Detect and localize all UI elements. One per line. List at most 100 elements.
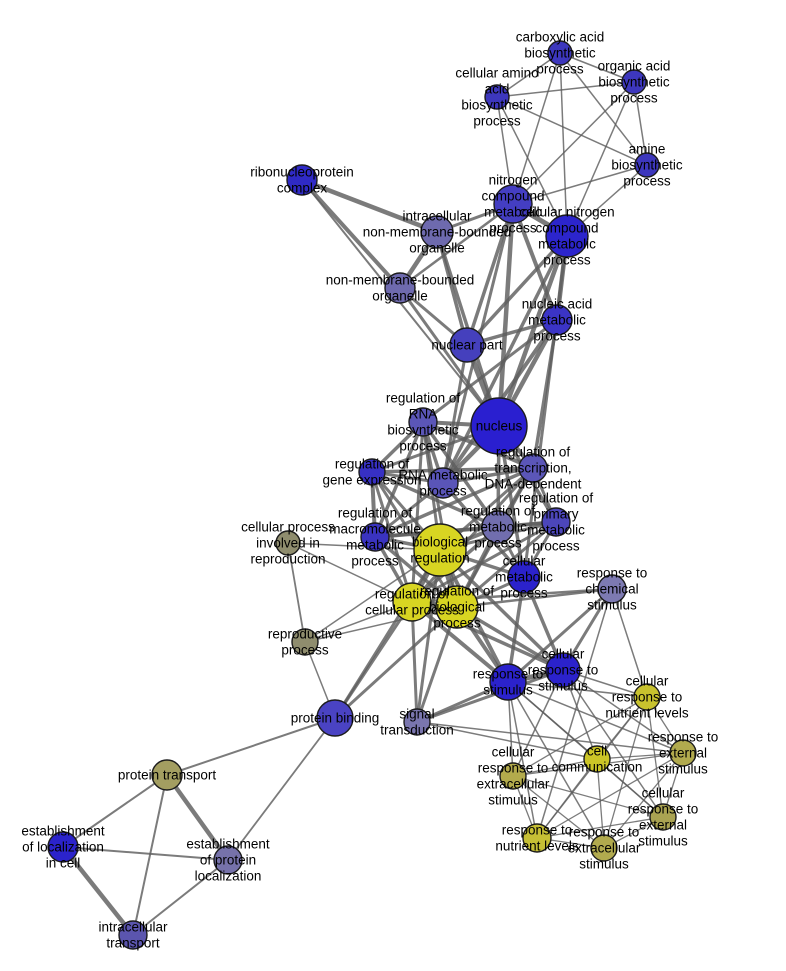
edge-response-to-external-stimulus--response-to-nutrient-levels: [536, 752, 684, 839]
edge-response-to-stimulus--response-to-nutrient-levels: [507, 681, 538, 839]
edge-nitrogen-compound-metabolic-process--non-membrane-bounded-organelle: [399, 202, 514, 290]
node-cell-communication[interactable]: [583, 745, 611, 773]
node-reproductive-process[interactable]: [291, 628, 319, 656]
node-cellular-amino-acid-biosynthetic-process[interactable]: [484, 84, 510, 110]
node-response-to-extracellular-stimulus[interactable]: [590, 834, 618, 862]
edge-response-to-stimulus--response-to-extracellular-stimulus: [507, 681, 605, 849]
node-response-to-nutrient-levels[interactable]: [522, 823, 552, 853]
edge-cellular-response-to-nutrient-levels--cellular-response-to-extracellular-stimulus: [512, 696, 648, 777]
node-regulation-of-cellular-process[interactable]: [392, 582, 432, 622]
edge-regulation-of-primary-metabolic-process--regulation-of-biological-process: [456, 520, 557, 609]
node-cellular-metabolic-process[interactable]: [507, 560, 541, 594]
edge-nitrogen-compound-metabolic-process--nucleic-acid-metabolic-process: [511, 203, 559, 321]
edge-nucleic-acid-metabolic-process--regulation-of-transcription-dna-dependent: [531, 319, 559, 469]
edge-carboxylic-acid-biosynthetic-process--cellular-nitrogen-compound-metabolic-process: [559, 52, 568, 237]
node-regulation-of-rna-biosynthetic-process[interactable]: [408, 407, 438, 437]
edge-regulation-of-biological-process--reproductive-process: [304, 606, 458, 643]
edge-protein-transport--intracellular-transport: [132, 774, 168, 936]
edge-carboxylic-acid-biosynthetic-process--organic-acid-biosynthetic-process: [559, 52, 635, 83]
edge-cell-communication--response-to-nutrient-levels: [536, 758, 598, 839]
node-establishment-of-localization-in-cell[interactable]: [47, 831, 79, 863]
node-nitrogen-compound-metabolic-process[interactable]: [493, 184, 533, 224]
node-cellular-response-to-nutrient-levels[interactable]: [633, 683, 661, 711]
edge-cellular-nitrogen-compound-metabolic-process--nuclear-part: [465, 234, 569, 347]
edge-carboxylic-acid-biosynthetic-process--cellular-amino-acid-biosynthetic-process: [496, 52, 561, 98]
node-nucleus[interactable]: [470, 397, 528, 455]
edges-layer: [61, 52, 684, 937]
node-intracellular-non-membrane-bounded-organelle[interactable]: [420, 215, 454, 249]
edge-regulation-of-cellular-process--response-to-stimulus: [410, 600, 510, 684]
node-protein-binding[interactable]: [316, 699, 354, 737]
edge-cellular-nitrogen-compound-metabolic-process--cellular-metabolic-process: [522, 235, 569, 578]
edge-carboxylic-acid-biosynthetic-process--nitrogen-compound-metabolic-process: [512, 52, 561, 205]
nodes-layer: [47, 40, 697, 950]
edge-nitrogen-compound-metabolic-process--nucleus: [496, 203, 516, 427]
node-amine-biosynthetic-process[interactable]: [634, 152, 660, 178]
node-cellular-response-to-stimulus[interactable]: [545, 652, 581, 688]
edge-organic-acid-biosynthetic-process--amine-biosynthetic-process: [633, 81, 648, 166]
edge-regulation-of-cellular-process--signal-transduction: [410, 601, 419, 723]
node-non-membrane-bounded-organelle[interactable]: [384, 272, 416, 304]
edge-cellular-nitrogen-compound-metabolic-process--nucleus: [496, 235, 570, 427]
edge-cell-communication--cellular-response-to-extracellular-stimulus: [512, 758, 598, 777]
node-regulation-of-transcription-dna-dependent[interactable]: [518, 453, 548, 483]
edge-protein-transport--establishment-of-localization-in-cell: [62, 774, 168, 848]
edge-organic-acid-biosynthetic-process--cellular-nitrogen-compound-metabolic-process: [566, 81, 635, 237]
node-carboxylic-acid-biosynthetic-process[interactable]: [547, 40, 573, 66]
node-regulation-of-metabolic-process[interactable]: [481, 510, 515, 544]
edge-cellular-response-to-stimulus--cellular-response-to-external-stimulus: [562, 669, 664, 818]
edge-response-to-stimulus--cellular-response-to-nutrient-levels: [507, 681, 648, 698]
node-regulation-of-gene-expression[interactable]: [358, 458, 386, 486]
node-nucleic-acid-metabolic-process[interactable]: [541, 304, 573, 336]
edge-response-to-external-stimulus--cell-communication: [596, 752, 684, 760]
node-cellular-response-to-external-stimulus[interactable]: [649, 803, 677, 831]
edge-biological-regulation--signal-transduction: [415, 549, 442, 723]
edge-regulation-of-gene-expression--regulation-of-metabolic-process: [371, 470, 499, 529]
node-establishment-of-protein-localization[interactable]: [213, 845, 243, 875]
edge-response-to-chemical-stimulus--response-to-nutrient-levels: [536, 588, 613, 839]
edge-carboxylic-acid-biosynthetic-process--amine-biosynthetic-process: [559, 52, 648, 166]
node-regulation-of-biological-process[interactable]: [435, 585, 479, 629]
node-ribonucleoprotein-complex[interactable]: [286, 164, 318, 196]
edge-cell-communication--response-to-extracellular-stimulus: [596, 758, 605, 849]
node-nuclear-part[interactable]: [449, 327, 485, 363]
node-cellular-response-to-extracellular-stimulus[interactable]: [499, 762, 527, 790]
node-cellular-nitrogen-compound-metabolic-process[interactable]: [545, 214, 589, 258]
node-rna-metabolic-process[interactable]: [427, 467, 459, 499]
node-organic-acid-biosynthetic-process[interactable]: [621, 69, 647, 95]
edge-regulation-of-cellular-process--cellular-process-involved-in-reproduction: [287, 542, 413, 603]
node-response-to-external-stimulus[interactable]: [669, 739, 697, 767]
edge-cellular-response-to-stimulus--signal-transduction: [416, 668, 564, 724]
node-signal-transduction[interactable]: [403, 708, 431, 736]
edge-cellular-amino-acid-biosynthetic-process--organic-acid-biosynthetic-process: [496, 81, 635, 98]
edge-nitrogen-compound-metabolic-process--nuclear-part: [465, 203, 515, 346]
edge-cellular-response-to-extracellular-stimulus--response-to-extracellular-stimulus: [512, 775, 605, 849]
node-cellular-process-involved-in-reproduction[interactable]: [275, 530, 301, 556]
edge-cellular-response-to-extracellular-stimulus--cellular-response-to-external-stimulus: [512, 775, 664, 818]
edge-regulation-of-rna-biosynthetic-process--regulation-of-macromolecule-metabolic-process: [373, 421, 425, 538]
edge-response-to-stimulus--response-to-external-stimulus: [507, 681, 684, 754]
edge-regulation-of-cellular-process--protein-binding: [333, 601, 414, 719]
edge-regulation-of-transcription-dna-dependent--regulation-of-macromolecule-metabolic-process: [374, 466, 534, 539]
edge-nucleic-acid-metabolic-process--regulation-of-rna-biosynthetic-process: [422, 318, 558, 424]
node-regulation-of-primary-metabolic-process[interactable]: [541, 507, 571, 537]
edge-protein-binding--protein-transport: [166, 717, 336, 776]
edge-amine-biosynthetic-process--nitrogen-compound-metabolic-process: [512, 164, 648, 205]
edge-ribonucleoprotein-complex--non-membrane-bounded-organelle: [300, 178, 402, 290]
node-biological-regulation[interactable]: [413, 523, 467, 577]
edge-signal-transduction--cell-communication: [416, 721, 598, 760]
node-protein-transport[interactable]: [151, 759, 183, 791]
node-intracellular-transport[interactable]: [118, 920, 148, 950]
edge-regulation-of-transcription-dna-dependent--regulation-of-gene-expression: [371, 466, 534, 474]
edge-cellular-process-involved-in-reproduction--reproductive-process: [287, 542, 306, 643]
node-response-to-stimulus[interactable]: [489, 663, 527, 701]
edge-establishment-of-localization-in-cell--intracellular-transport: [61, 845, 135, 937]
edge-ribonucleoprotein-complex--intracellular-non-membrane-bounded-organelle: [301, 177, 438, 235]
edge-organic-acid-biosynthetic-process--nitrogen-compound-metabolic-process: [512, 81, 635, 205]
edge-protein-binding--establishment-of-protein-localization: [227, 717, 336, 861]
edge-cellular-amino-acid-biosynthetic-process--cellular-nitrogen-compound-metabolic-process: [496, 96, 568, 237]
edge-cellular-amino-acid-biosynthetic-process--amine-biosynthetic-process: [496, 96, 648, 166]
node-response-to-chemical-stimulus[interactable]: [597, 574, 627, 604]
node-regulation-of-macromolecule-metabolic-process[interactable]: [360, 522, 390, 552]
